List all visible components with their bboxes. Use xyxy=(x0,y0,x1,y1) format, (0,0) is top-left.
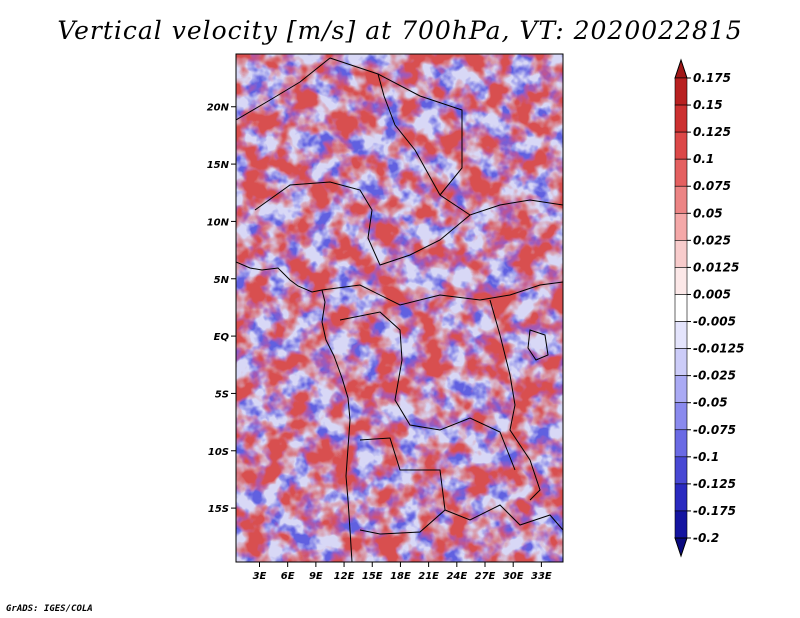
colorbar-segment xyxy=(674,77,688,106)
border-central xyxy=(321,281,563,306)
border-congo xyxy=(339,311,516,471)
x-tick-label: 12E xyxy=(334,571,355,582)
colorbar-segment xyxy=(674,158,688,187)
colorbar-label: 0.0125 xyxy=(693,260,739,274)
colorbar-segment xyxy=(674,131,688,160)
y-tick-label: 15S xyxy=(208,504,229,515)
grads-credit: GrADS: IGES/COLA xyxy=(6,604,93,614)
y-tick-label: 20N xyxy=(207,103,230,114)
colorbar-segment xyxy=(674,429,688,458)
x-tick-label: 3E xyxy=(253,571,267,582)
colorbar-label: 0.05 xyxy=(693,206,723,220)
colorbar-segment xyxy=(674,348,688,376)
colorbar-segment xyxy=(674,321,688,349)
colorbar-segment xyxy=(674,267,688,295)
border-east xyxy=(489,299,541,501)
colorbar: 0.175 0.15 0.125 0.1 0.075 0.05 0.025 0.0125 0.0… xyxy=(674,58,744,558)
country-borders xyxy=(236,57,563,562)
colorbar-segment xyxy=(674,510,688,539)
colorbar-segment xyxy=(674,294,688,322)
x-tick-label: 18E xyxy=(390,571,411,582)
velocity-field xyxy=(236,54,563,562)
colorbar-label: -0.025 xyxy=(693,369,736,383)
border-sahel xyxy=(254,181,471,266)
colorbar-label: 0.125 xyxy=(693,125,731,139)
y-tick-label: EQ xyxy=(214,332,230,343)
y-tick-label: 5S xyxy=(215,389,229,400)
y-tick-label: 15N xyxy=(207,160,230,171)
border-north-1 xyxy=(236,57,463,196)
x-tick-label: 24E xyxy=(446,571,467,582)
colorbar-label: -0.0125 xyxy=(693,342,744,356)
colorbar-segment xyxy=(674,212,688,241)
colorbar-label: -0.125 xyxy=(693,477,736,491)
border-south xyxy=(359,437,563,535)
colorbar-label: -0.2 xyxy=(693,531,719,545)
map-frame xyxy=(235,53,564,563)
colorbar-segment xyxy=(674,375,688,404)
colorbar-label: -0.005 xyxy=(693,315,736,329)
x-tick-label: 30E xyxy=(503,571,524,582)
colorbar-segment xyxy=(674,456,688,485)
coastline-west xyxy=(236,261,353,562)
colorbar-label: 0.025 xyxy=(693,233,731,247)
colorbar-label: 0.075 xyxy=(693,179,731,193)
border-north-2 xyxy=(377,73,563,216)
y-tick-label: 10N xyxy=(207,217,230,228)
x-tick-label: 21E xyxy=(418,571,439,582)
y-tick-label: 5N xyxy=(214,275,230,286)
map-panel xyxy=(235,53,564,563)
colorbar-segment xyxy=(674,185,688,214)
colorbar-label: -0.075 xyxy=(693,423,736,437)
colorbar-segment xyxy=(674,240,688,268)
colorbar-segment xyxy=(674,402,688,431)
x-axis: 3E 6E 9E 12E 15E 18E 21E 24E 27E 30E 33E xyxy=(253,562,552,582)
colorbar-label: 0.175 xyxy=(693,71,731,85)
y-tick-label: 10S xyxy=(208,447,229,458)
colorbar-label: 0.15 xyxy=(693,98,723,112)
x-tick-label: 9E xyxy=(309,571,323,582)
colorbar-segment xyxy=(674,104,688,133)
colorbar-label: -0.05 xyxy=(693,396,728,410)
colorbar-label: -0.175 xyxy=(693,504,736,518)
colorbar-top-arrow xyxy=(674,58,688,79)
x-tick-label: 33E xyxy=(531,571,552,582)
y-axis: 20N 15N 10N 5N EQ 5S 10S 15S xyxy=(207,103,236,515)
colorbar-label: 0.1 xyxy=(693,152,714,166)
colorbar-segment xyxy=(674,483,688,512)
x-tick-label: 15E xyxy=(362,571,383,582)
colorbar-label: 0.005 xyxy=(693,287,731,301)
lake-outline xyxy=(527,329,549,361)
colorbar-bottom-arrow xyxy=(674,537,688,558)
x-tick-label: 6E xyxy=(281,571,295,582)
chart-title: Vertical velocity [m/s] at 700hPa, VT: 2… xyxy=(57,16,743,45)
colorbar-label: -0.1 xyxy=(693,450,719,464)
x-tick-label: 27E xyxy=(475,571,496,582)
